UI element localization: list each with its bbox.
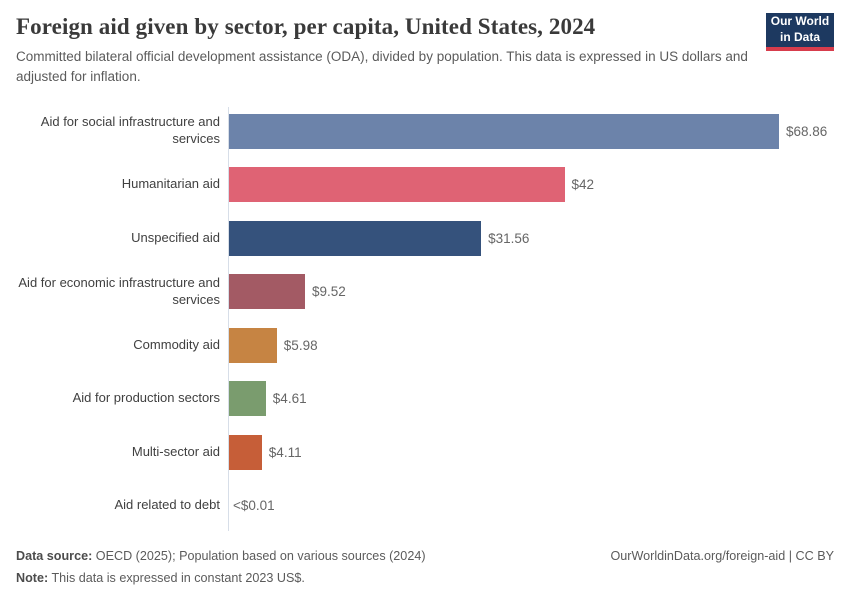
category-label: Commodity aid: [133, 336, 220, 352]
category-label: Aid related to debt: [114, 497, 220, 513]
owid-logo-line1: Our World: [770, 14, 830, 29]
bar-row: Aid for production sectors $4.61: [16, 372, 834, 426]
chart-subtitle: Committed bilateral official development…: [16, 49, 748, 85]
bar[interactable]: [229, 434, 262, 470]
plot-cell: $68.86: [228, 105, 834, 159]
bar[interactable]: [229, 327, 277, 363]
bar-row: Aid for social infrastructure and servic…: [16, 105, 834, 159]
chart-footer: Data source: OECD (2025); Population bas…: [0, 545, 850, 590]
category-label: Aid for production sectors: [72, 390, 220, 406]
bar[interactable]: [229, 274, 305, 310]
plot-cell: $5.98: [228, 319, 834, 373]
bar[interactable]: [229, 381, 266, 417]
data-source-text: OECD (2025); Population based on various…: [92, 548, 426, 563]
note-label: Note:: [16, 571, 49, 586]
plot-cell: $42: [228, 158, 834, 212]
bar[interactable]: [229, 220, 482, 256]
category-label: Humanitarian aid: [121, 176, 220, 192]
value-label: $4.11: [268, 444, 302, 460]
owid-cc-link[interactable]: OurWorldinData.org/foreign-aid | CC BY: [610, 548, 834, 563]
bar[interactable]: [229, 167, 565, 203]
footer-left: Data source: OECD (2025); Population bas…: [16, 545, 426, 590]
owid-logo[interactable]: Our World in Data: [766, 13, 834, 51]
category-label: Unspecified aid: [131, 229, 220, 245]
bar-row: Unspecified aid $31.56: [16, 212, 834, 266]
plot-cell: $31.56: [228, 212, 834, 266]
category-label: Multi-sector aid: [131, 443, 220, 459]
value-label: <$0.01: [233, 498, 275, 514]
bar-row: Humanitarian aid $42: [16, 158, 834, 212]
bar[interactable]: [229, 113, 779, 149]
category-label: Aid for economic infrastructure and serv…: [18, 274, 220, 307]
chart-title: Foreign aid given by sector, per capita,…: [16, 14, 596, 39]
plot-cell: $4.11: [228, 426, 834, 480]
y-axis-line: [228, 106, 229, 531]
value-label: $5.98: [283, 337, 318, 353]
bar-row: Multi-sector aid $4.11: [16, 426, 834, 480]
value-label: $9.52: [312, 284, 346, 300]
plot-cell: $9.52: [228, 265, 834, 319]
note-line: Note: This data is expressed in constant…: [16, 567, 426, 590]
owid-logo-line2: in Data: [779, 30, 820, 44]
bar-row: Commodity aid $5.98: [16, 319, 834, 373]
chart-header: Foreign aid given by sector, per capita,…: [0, 0, 850, 88]
bar-rows: Aid for social infrastructure and servic…: [16, 105, 834, 533]
value-label: $68.86: [786, 123, 828, 139]
plot-cell: $4.61: [228, 372, 834, 426]
data-source-label: Data source:: [16, 548, 93, 563]
value-label: $42: [571, 177, 595, 193]
value-label: $4.61: [272, 391, 307, 407]
value-label: $31.56: [488, 230, 530, 246]
data-source-line: Data source: OECD (2025); Population bas…: [16, 545, 426, 568]
note-text: This data is expressed in constant 2023 …: [48, 571, 305, 586]
bar-chart: Aid for social infrastructure and servic…: [16, 105, 834, 533]
bar-row: Aid for economic infrastructure and serv…: [16, 265, 834, 319]
bar-row: Aid related to debt <$0.01: [16, 479, 834, 533]
plot-cell: <$0.01: [228, 479, 834, 533]
category-label: Aid for social infrastructure and servic…: [40, 114, 220, 147]
